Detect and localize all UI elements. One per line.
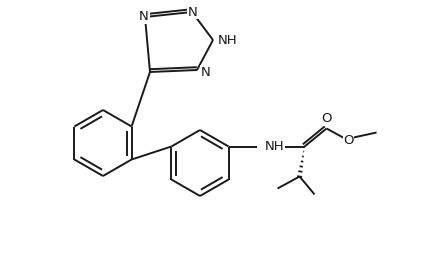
Text: N: N — [188, 5, 198, 19]
Text: N: N — [139, 10, 149, 23]
Text: O: O — [343, 134, 354, 147]
Text: N: N — [201, 66, 211, 79]
Text: O: O — [321, 112, 332, 125]
Text: NH: NH — [218, 33, 238, 46]
Text: NH: NH — [265, 140, 284, 153]
